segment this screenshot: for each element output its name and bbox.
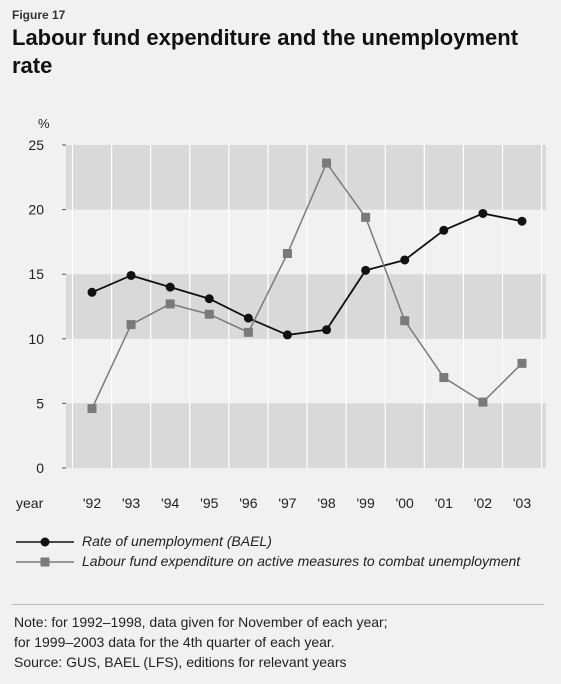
y-axis-label: % xyxy=(38,116,50,131)
x-axis-label: year xyxy=(16,495,44,511)
series-1-point-9 xyxy=(439,373,449,383)
band-0 xyxy=(66,403,546,468)
series-0-point-4 xyxy=(243,313,253,323)
x-tick-label-11: '03 xyxy=(513,495,531,511)
x-tick-label-5: '97 xyxy=(278,495,296,511)
series-1-point-5 xyxy=(282,249,292,259)
x-tick-label-3: '95 xyxy=(200,495,218,511)
series-1-point-2 xyxy=(165,299,175,309)
note: Note: for 1992–1998, data given for Nove… xyxy=(14,612,544,672)
legend-swatch-square-icon xyxy=(16,557,74,567)
x-tick-label-7: '99 xyxy=(357,495,375,511)
x-tick-label-10: '02 xyxy=(474,495,492,511)
x-tick-label-0: '92 xyxy=(83,495,101,511)
series-line-0 xyxy=(91,212,523,336)
chart-title: Labour fund expenditure and the unemploy… xyxy=(12,25,519,78)
series-1-point-1 xyxy=(126,320,136,330)
series-1-point-10 xyxy=(478,397,488,407)
x-tick-label-8: '00 xyxy=(396,495,414,511)
band-2 xyxy=(66,145,546,210)
series-0-point-10 xyxy=(478,208,488,218)
y-tick-label-25: 25 xyxy=(28,137,44,153)
y-tick-label-10: 10 xyxy=(28,331,44,347)
series-1-point-3 xyxy=(204,309,214,319)
x-tick-label-1: '93 xyxy=(122,495,140,511)
series-1-point-7 xyxy=(361,212,371,222)
legend-label-unemployment: Rate of unemployment (BAEL) xyxy=(82,533,272,549)
divider xyxy=(12,604,544,605)
series-0-point-1 xyxy=(126,270,136,280)
note-line-3: Source: GUS, BAEL (LFS), editions for re… xyxy=(14,654,347,670)
series-1-point-11 xyxy=(517,358,527,368)
legend-item-unemployment: Rate of unemployment (BAEL) xyxy=(14,532,544,552)
x-tick-label-6: '98 xyxy=(317,495,335,511)
y-tick-label-0: 0 xyxy=(36,460,44,476)
series-0-point-3 xyxy=(204,294,214,304)
legend: Rate of unemployment (BAEL) Labour fund … xyxy=(14,532,544,590)
line-chart: 0 5 10 15 20 25% year '92 '93 '94 '95 '96 '97 '98 '99 '… xyxy=(16,116,546,511)
series-line-1 xyxy=(91,161,523,409)
series-0-point-7 xyxy=(361,265,371,275)
y-tick-label-20: 20 xyxy=(28,202,44,218)
series-0-point-9 xyxy=(439,225,449,235)
y-tick-label-5: 5 xyxy=(36,395,44,411)
series-0-point-8 xyxy=(400,255,410,265)
legend-label-expenditure: Labour fund expenditure on active measur… xyxy=(82,553,521,569)
legend-item-expenditure: Labour fund expenditure on active measur… xyxy=(14,552,544,590)
legend-swatch-circle-icon xyxy=(16,537,74,547)
series-0-point-11 xyxy=(517,216,527,226)
note-line-2: for 1999–2003 data for the 4th quarter o… xyxy=(14,634,335,650)
x-tick-label-9: '01 xyxy=(435,495,453,511)
series-1-point-8 xyxy=(400,316,410,326)
x-tick-label-4: '96 xyxy=(239,495,257,511)
series-1-point-6 xyxy=(322,158,332,168)
figure-label: Figure 17 xyxy=(12,8,66,22)
y-tick-label-15: 15 xyxy=(28,266,44,282)
series-0-point-2 xyxy=(165,282,175,292)
series-0-point-0 xyxy=(87,287,97,297)
series-0-point-6 xyxy=(322,325,332,335)
note-line-1: Note: for 1992–1998, data given for Nove… xyxy=(14,614,388,630)
x-tick-label-2: '94 xyxy=(161,495,179,511)
series-0-point-5 xyxy=(282,330,292,340)
band-1 xyxy=(66,274,546,339)
series-1-point-0 xyxy=(87,404,97,414)
series-1-point-4 xyxy=(243,327,253,337)
